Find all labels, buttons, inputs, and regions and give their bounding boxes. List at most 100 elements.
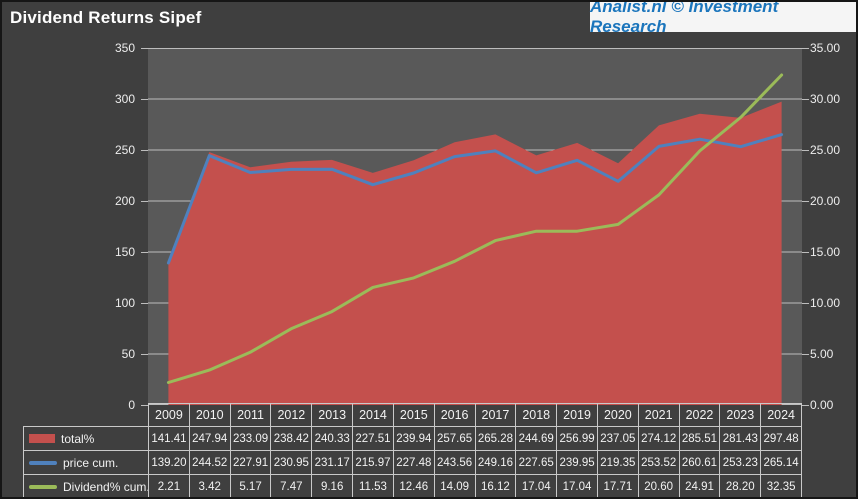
- year-header-cell: 2020: [596, 403, 639, 427]
- year-header-cell: 2021: [637, 403, 680, 427]
- year-header-cell: 2009: [148, 403, 190, 427]
- y-axis-right-label: 20.00: [810, 194, 841, 208]
- y-axis-right-tick: [802, 99, 809, 100]
- legend-entry: Dividend% cum.: [25, 479, 149, 494]
- value-cell: 139.20: [148, 450, 190, 475]
- y-axis-right-tick: [802, 150, 809, 151]
- year-header-cell: 2012: [270, 403, 313, 427]
- table-row-total: total% 141.41 247.94 233.09 238.42 240.33 227.…: [23, 426, 802, 451]
- value-cell: 9.16: [311, 474, 354, 497]
- y-axis-left-label: 300: [114, 92, 135, 106]
- y-axis-left-label: 250: [114, 143, 135, 157]
- table-row-price-cum: price cum. 139.20 244.52 227.91 230.95 231.17…: [23, 450, 802, 475]
- y-axis-left-tick: [141, 99, 148, 100]
- y-axis-right-tick: [802, 48, 809, 49]
- value-cell: 230.95: [270, 450, 313, 475]
- y-axis-right-tick: [802, 405, 809, 406]
- y-axis-left-tick: [141, 201, 148, 202]
- legend-entry: price cum.: [25, 455, 148, 470]
- legend-entry: total%: [25, 431, 148, 446]
- plot-area: [148, 48, 802, 405]
- legend-label: total%: [61, 431, 95, 446]
- y-axis-right-label: 5.00: [810, 347, 834, 361]
- value-cell: 28.20: [719, 474, 762, 497]
- y-axis-left-tick: [141, 150, 148, 151]
- y-axis-left-label: 350: [114, 41, 135, 55]
- value-cell: 238.42: [270, 426, 313, 451]
- year-header-cell: 2022: [678, 403, 721, 427]
- value-cell: 227.51: [352, 426, 394, 451]
- data-table: 2009 2010 2011 2012 2013 2014 2015 2016 2017 2018…: [23, 403, 802, 497]
- value-cell: 244.52: [188, 450, 231, 475]
- year-header-cell: 2015: [392, 403, 435, 427]
- value-cell: 274.12: [637, 426, 680, 451]
- y-axis-left-label: 150: [114, 245, 135, 259]
- value-cell: 240.33: [311, 426, 354, 451]
- value-cell: 17.04: [556, 474, 598, 497]
- y-axis-left-label: 100: [114, 296, 135, 310]
- value-cell: 265.14: [760, 450, 802, 475]
- plot-canvas: [148, 48, 802, 405]
- value-cell: 17.71: [596, 474, 639, 497]
- y-axis-left-label: 0: [128, 398, 135, 412]
- legend-cell-total: total%: [23, 426, 149, 451]
- y-axis-right-label: 35.00: [810, 41, 841, 55]
- legend-swatch-price-cum: [29, 460, 57, 465]
- y-axis-right-label: 30.00: [810, 92, 841, 106]
- legend-label: price cum.: [63, 455, 119, 470]
- y-axis-left-tick: [141, 405, 148, 406]
- y-axis-right-tick: [802, 303, 809, 304]
- value-cell: 253.52: [637, 450, 680, 475]
- y-axis-right-tick: [802, 354, 809, 355]
- brand-badge: Analist.nl © Investment Research: [590, 2, 856, 36]
- y-axis-left-tick: [141, 252, 148, 253]
- y-axis-right-tick: [802, 201, 809, 202]
- y-axis-right-label: 15.00: [810, 245, 841, 259]
- line-series-price-cum: [166, 133, 784, 265]
- value-cell: 219.35: [596, 450, 639, 475]
- area-series-total: [168, 101, 782, 405]
- y-axis-left-tick: [141, 48, 148, 49]
- chart-title: Dividend Returns Sipef: [10, 8, 202, 27]
- y-axis-right-label: 0.00: [810, 398, 834, 412]
- year-header-cell: 2018: [515, 403, 558, 427]
- value-cell: 11.53: [352, 474, 394, 497]
- value-cell: 7.47: [270, 474, 313, 497]
- y-axis-left-label: 50: [121, 347, 135, 361]
- value-cell: 285.51: [678, 426, 721, 451]
- year-header-cell: 2017: [474, 403, 517, 427]
- value-cell: 297.48: [760, 426, 802, 451]
- value-cell: 227.48: [392, 450, 435, 475]
- year-header-cell: 2023: [719, 403, 762, 427]
- value-cell: 239.95: [556, 450, 598, 475]
- value-cell: 32.35: [760, 474, 802, 497]
- value-cell: 231.17: [311, 450, 354, 475]
- value-cell: 2.21: [148, 474, 190, 497]
- value-cell: 260.61: [678, 450, 721, 475]
- value-cell: 24.91: [678, 474, 721, 497]
- line-series-dividend-cum: [166, 73, 784, 384]
- legend-label: Dividend% cum.: [63, 479, 149, 494]
- value-cell: 257.65: [433, 426, 476, 451]
- year-header-cell: 2011: [229, 403, 272, 427]
- value-cell: 16.12: [474, 474, 517, 497]
- value-cell: 14.09: [433, 474, 476, 497]
- y-axis-left-label: 200: [114, 194, 135, 208]
- year-header-cell: 2010: [188, 403, 231, 427]
- legend-swatch-total: [29, 434, 55, 443]
- value-cell: 12.46: [392, 474, 435, 497]
- value-cell: 253.23: [719, 450, 762, 475]
- value-cell: 20.60: [637, 474, 680, 497]
- y-axis-right-tick: [802, 252, 809, 253]
- value-cell: 227.65: [515, 450, 558, 475]
- y-axis-left-tick: [141, 354, 148, 355]
- legend-cell-dividend-cum: Dividend% cum.: [23, 474, 149, 497]
- value-cell: 239.94: [392, 426, 435, 451]
- legend-cell-price-cum: price cum.: [23, 450, 149, 475]
- y-axis-right-label: 10.00: [810, 296, 841, 310]
- year-header-cell: 2016: [433, 403, 476, 427]
- year-header-cell: 2019: [556, 403, 598, 427]
- year-header-cell: 2013: [311, 403, 354, 427]
- table-row-dividend-cum: Dividend% cum. 2.21 3.42 5.17 7.47 9.16 11.53 1…: [23, 474, 802, 497]
